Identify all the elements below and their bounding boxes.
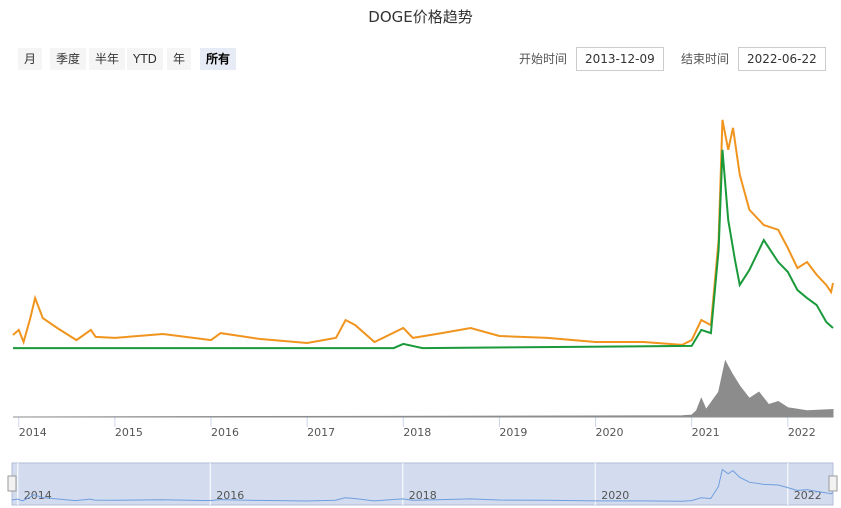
range-button[interactable]: 季度 xyxy=(50,48,87,70)
start-date[interactable]: 2013-12-09 xyxy=(576,47,664,71)
navigator-bg xyxy=(11,462,834,506)
x-tick-label: 2022 xyxy=(788,426,816,439)
navigator-line xyxy=(11,468,834,502)
x-tick-label: 2019 xyxy=(499,426,527,439)
x-tick-label: 2014 xyxy=(19,426,47,439)
x-tick-label: 2020 xyxy=(596,426,624,439)
navigator-label: 2018 xyxy=(409,489,437,502)
price-line xyxy=(13,149,834,350)
end-label: 结束时间 xyxy=(681,52,730,66)
chart-title: DOGE价格趋势 xyxy=(368,8,473,26)
range-button[interactable]: YTD xyxy=(127,48,163,70)
range-button[interactable]: 月 xyxy=(18,48,43,70)
price-line xyxy=(12,119,834,346)
range-button[interactable]: 所有 xyxy=(200,48,237,70)
x-tick-label: 2018 xyxy=(403,426,431,439)
x-tick-label: 2016 xyxy=(211,426,239,439)
navigator-handle xyxy=(828,475,838,492)
x-tick-label: 2017 xyxy=(307,426,335,439)
end-date[interactable]: 2022-06-22 xyxy=(738,47,826,71)
x-tick-label: 2015 xyxy=(115,426,143,439)
range-button[interactable]: 年 xyxy=(167,48,192,70)
navigator-label: 2020 xyxy=(601,489,629,502)
start-label: 开始时间 xyxy=(519,52,568,66)
navigator-label: 2022 xyxy=(794,489,822,502)
navigator-handle xyxy=(7,475,17,492)
navigator-label: 2016 xyxy=(216,489,244,502)
range-button[interactable]: 半年 xyxy=(89,48,126,70)
x-tick-label: 2021 xyxy=(692,426,720,439)
volume-area xyxy=(12,359,834,418)
